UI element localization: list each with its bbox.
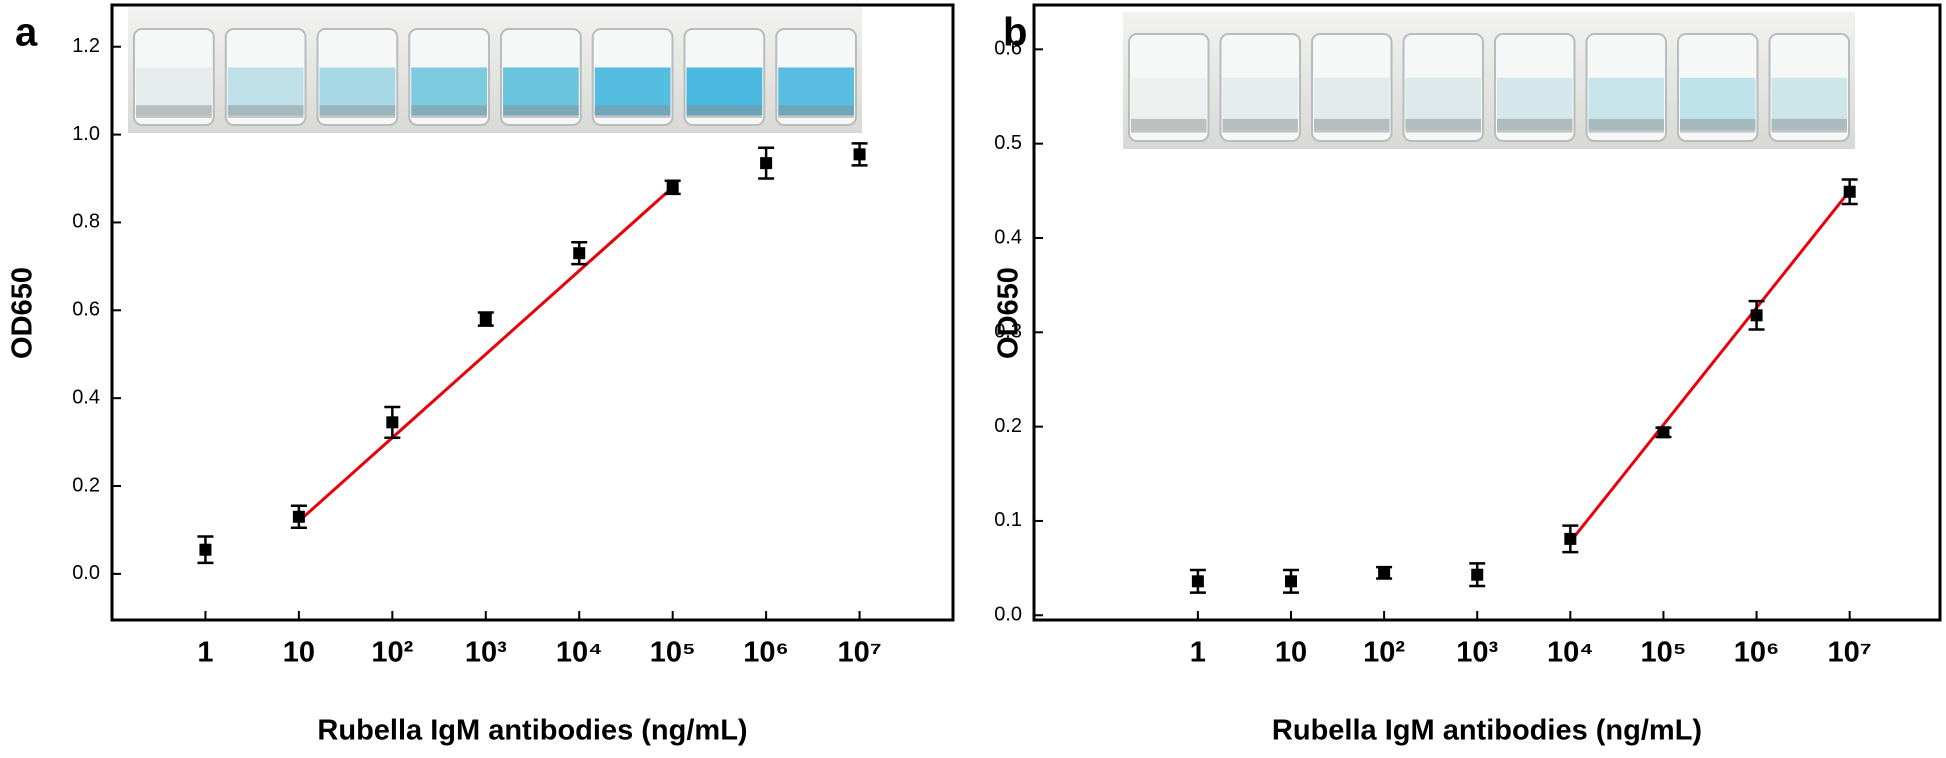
x-tick-label: 10⁴ <box>1547 637 1594 669</box>
panel-label: a <box>15 11 38 55</box>
x-tick-label: 10⁴ <box>556 637 603 669</box>
marker <box>760 157 773 170</box>
cup-bottom <box>227 105 304 118</box>
x-tick-label: 10⁶ <box>743 637 789 669</box>
cup-bottom <box>319 105 396 118</box>
cup-bottom <box>503 105 579 118</box>
plot-frame <box>110 3 955 622</box>
marker <box>666 181 679 194</box>
cup-bottom <box>1405 118 1481 133</box>
x-tick-label: 10⁷ <box>1828 637 1872 669</box>
x-tick-label: 10² <box>1363 637 1405 669</box>
x-tick-label: 10 <box>1275 637 1307 669</box>
y-axis-title: OD650 <box>7 267 39 359</box>
marker <box>1564 532 1577 545</box>
y-tick-label: 0.6 <box>994 38 1022 60</box>
marker <box>386 416 399 429</box>
cup-bottom <box>411 105 487 118</box>
marker <box>1657 426 1670 439</box>
y-tick-label: 0.4 <box>72 386 100 408</box>
x-tick-label: 10³ <box>465 637 507 669</box>
cup-bottom <box>136 105 212 118</box>
y-tick-label: 0.4 <box>994 226 1022 248</box>
marker <box>1471 568 1484 581</box>
marker <box>1191 575 1204 588</box>
x-tick-label: 10³ <box>1456 637 1498 669</box>
x-axis-title: Rubella IgM antibodies (ng/mL) <box>1272 715 1702 747</box>
y-tick-label: 0.8 <box>72 211 100 233</box>
cup-bottom <box>1222 118 1298 133</box>
marker <box>1750 309 1763 322</box>
y-tick-label: 1.2 <box>72 35 100 57</box>
y-tick-label: 0.5 <box>994 132 1022 154</box>
marker <box>292 510 305 523</box>
panel-label: b <box>1003 11 1027 55</box>
marker <box>853 148 866 161</box>
x-tick-label: 10 <box>283 637 315 669</box>
marker <box>1284 575 1297 588</box>
y-axis-title: OD650 <box>993 267 1025 359</box>
x-tick-label: 10⁶ <box>1734 637 1780 669</box>
marker <box>199 543 212 556</box>
x-tick-label: 10⁵ <box>650 637 696 669</box>
y-tick-label: 0.6 <box>72 299 100 321</box>
cup-bottom <box>1771 118 1847 133</box>
cup-bottom <box>778 105 854 118</box>
cup-bottom <box>594 105 671 118</box>
cup-bottom <box>1131 118 1207 133</box>
x-tick-label: 1 <box>1190 637 1206 669</box>
cup-bottom <box>1497 118 1573 133</box>
y-tick-label: 0.3 <box>994 321 1022 343</box>
x-tick-label: 10⁵ <box>1641 637 1687 669</box>
marker <box>1378 566 1391 579</box>
marker <box>1843 185 1856 198</box>
cup-bottom <box>1588 118 1664 133</box>
y-tick-label: 0.2 <box>72 474 100 496</box>
x-tick-label: 10² <box>371 637 413 669</box>
x-tick-label: 1 <box>197 637 213 669</box>
marker <box>479 313 492 326</box>
marker <box>573 247 586 260</box>
cup-bottom <box>1314 118 1390 133</box>
fit-line <box>1569 189 1851 543</box>
y-tick-label: 1.0 <box>72 123 100 145</box>
x-tick-label: 10⁷ <box>837 637 881 669</box>
y-tick-label: 0.0 <box>994 604 1022 626</box>
y-tick-label: 0.1 <box>994 509 1022 531</box>
cup-bottom <box>686 105 763 118</box>
y-tick-label: 0.2 <box>994 415 1022 437</box>
cup-bottom <box>1680 118 1756 133</box>
y-tick-label: 0.0 <box>72 562 100 584</box>
fit-line <box>297 186 674 523</box>
plot-frame <box>1032 3 1942 622</box>
x-axis-title: Rubella IgM antibodies (ng/mL) <box>317 715 747 747</box>
